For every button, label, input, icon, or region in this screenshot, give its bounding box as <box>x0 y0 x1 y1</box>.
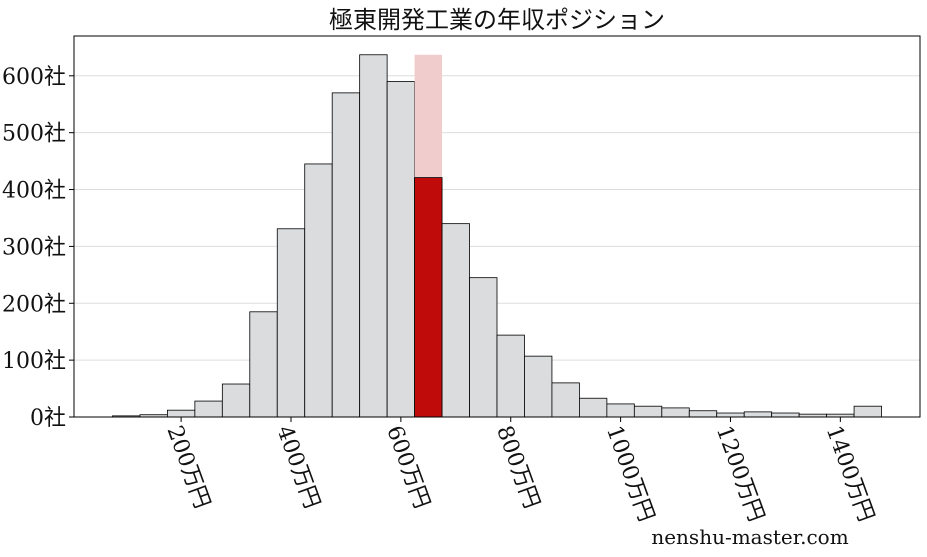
bar <box>688 410 718 418</box>
bar <box>249 311 278 418</box>
x-tick-label: 1400万円 <box>821 423 879 526</box>
y-tick-label: 600社 <box>2 65 66 90</box>
bar <box>606 403 635 418</box>
bar <box>661 407 690 418</box>
bar <box>386 81 415 418</box>
chart-title: 極東開発工業の年収ポジション <box>329 6 665 34</box>
bar <box>276 228 306 418</box>
plot-frame <box>73 35 921 418</box>
bar <box>524 355 553 418</box>
y-tick-label: 300社 <box>2 235 66 260</box>
bar <box>496 334 525 418</box>
bar <box>771 412 800 418</box>
highlight-bar <box>414 177 443 418</box>
bar <box>633 405 663 418</box>
x-tick-label: 200万円 <box>161 423 214 512</box>
y-tick-label: 100社 <box>2 349 66 374</box>
bar <box>579 397 608 418</box>
y-tick-label: 500社 <box>2 122 66 147</box>
bar <box>469 277 498 418</box>
bar <box>853 405 882 418</box>
x-tick-label: 1000万円 <box>601 423 659 526</box>
bar <box>551 382 580 418</box>
watermark: nenshu-master.com <box>651 525 848 549</box>
bar <box>743 411 773 418</box>
bar <box>221 383 251 418</box>
y-tick-label: 400社 <box>2 179 66 204</box>
x-tick-label: 600万円 <box>381 423 434 512</box>
x-tick-label: 400万円 <box>271 423 324 512</box>
y-tick-label: 200社 <box>2 292 66 317</box>
bar <box>359 54 388 418</box>
bar <box>331 92 361 418</box>
bar <box>166 409 196 418</box>
bar <box>304 163 333 418</box>
bar <box>194 400 223 418</box>
bar <box>441 223 470 418</box>
x-tick-label: 1200万円 <box>711 423 769 526</box>
bar <box>716 412 745 418</box>
y-tick-label: 0社 <box>30 406 66 431</box>
x-tick-label: 800万円 <box>491 423 544 512</box>
